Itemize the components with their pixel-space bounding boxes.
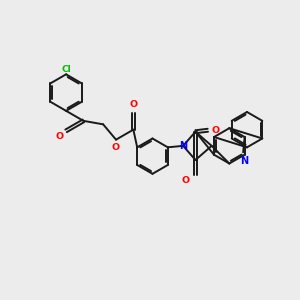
Text: O: O xyxy=(112,143,120,152)
Text: Cl: Cl xyxy=(61,64,71,74)
Text: N: N xyxy=(241,156,249,166)
Text: N: N xyxy=(179,141,187,151)
Text: O: O xyxy=(182,176,190,185)
Text: O: O xyxy=(56,132,64,141)
Text: O: O xyxy=(129,100,137,109)
Text: O: O xyxy=(212,126,220,135)
